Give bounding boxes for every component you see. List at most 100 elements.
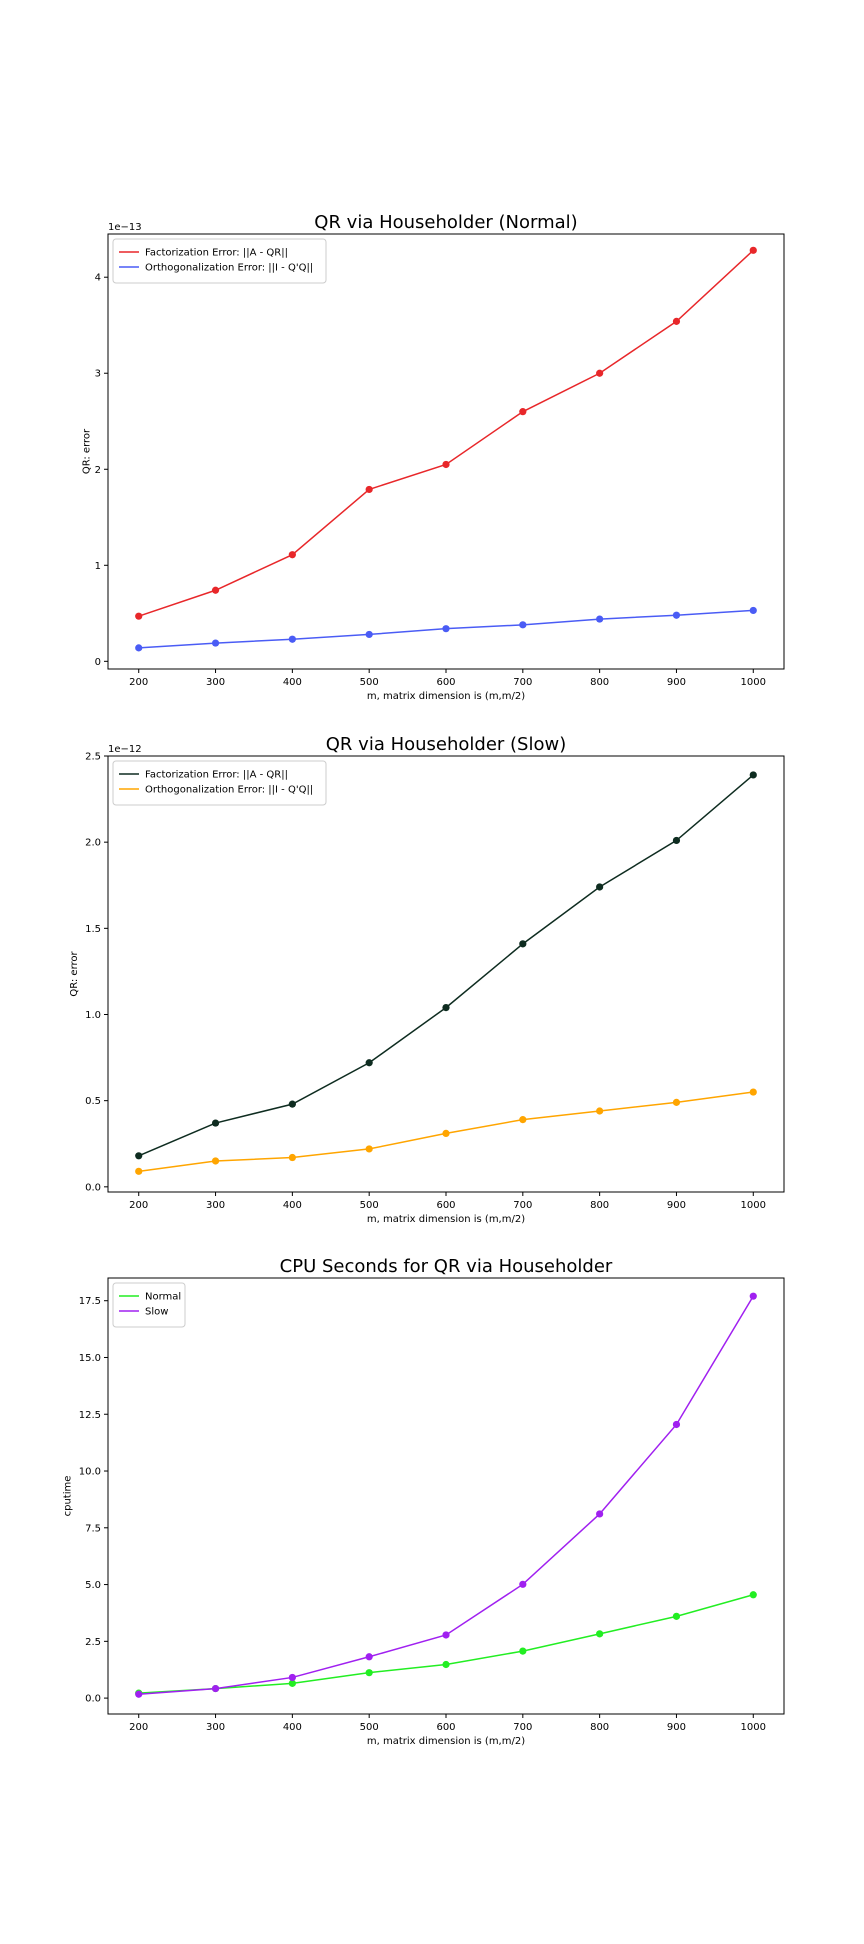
y-tick-label: 0.0 — [85, 1694, 101, 1705]
data-point — [749, 246, 757, 254]
x-axis-label: m, matrix dimension is (m,m/2) — [367, 1736, 525, 1747]
x-tick-label: 400 — [283, 1722, 302, 1733]
legend-box — [112, 760, 327, 806]
x-tick-label: 900 — [667, 1722, 686, 1733]
y-tick-label: 5.0 — [85, 1580, 101, 1591]
series-line-1 — [138, 1594, 754, 1694]
x-tick-label: 300 — [206, 677, 225, 688]
data-point — [672, 1420, 681, 1429]
data-point — [135, 644, 143, 652]
y-tick-label: 1.0 — [85, 1010, 101, 1021]
y-tick-label: 15.0 — [79, 1353, 101, 1364]
x-tick-label: 1000 — [741, 1200, 766, 1211]
data-point — [672, 1098, 681, 1106]
y-axis-label: cputime — [62, 1476, 73, 1517]
x-tick-label: 600 — [436, 1200, 455, 1211]
x-tick-label: 800 — [590, 1722, 609, 1733]
y-tick-label: 7.5 — [85, 1523, 101, 1534]
data-point — [442, 625, 450, 633]
chart-title: CPU Seconds for QR via Householder — [280, 1256, 613, 1277]
y-axis-label: QR: error — [82, 428, 93, 474]
y-tick-label: 17.5 — [79, 1296, 101, 1307]
y-tick-label: 10.0 — [79, 1467, 101, 1478]
legend-entry: Orthogonalization Error: ||I - Q'Q|| — [145, 263, 313, 274]
y-tick-label: 1 — [95, 561, 101, 572]
data-point — [519, 1580, 527, 1588]
y-tick-label: 2.5 — [85, 752, 101, 763]
x-tick-label: 800 — [590, 1200, 609, 1211]
data-point — [596, 369, 604, 377]
data-point — [365, 1653, 373, 1661]
x-tick-label: 500 — [360, 1722, 379, 1733]
x-tick-label: 800 — [590, 677, 609, 688]
plot-frame — [107, 233, 785, 670]
data-point — [211, 586, 220, 594]
data-point — [365, 630, 373, 639]
x-tick-label: 1000 — [741, 1722, 766, 1733]
data-point — [749, 1591, 757, 1599]
y-tick-label: 3 — [95, 369, 101, 380]
data-point — [596, 1107, 604, 1115]
data-point — [365, 1669, 373, 1677]
data-point — [519, 940, 527, 948]
x-tick-label: 400 — [283, 677, 302, 688]
x-tick-label: 700 — [513, 677, 532, 688]
x-tick-label: 600 — [436, 677, 455, 688]
x-tick-label: 700 — [513, 1200, 532, 1211]
y-tick-label: 12.5 — [79, 1410, 101, 1421]
y-tick-label: 4 — [95, 273, 101, 284]
x-tick-label: 300 — [206, 1722, 225, 1733]
chart-title: QR via Householder (Normal) — [314, 212, 577, 233]
data-point — [365, 1059, 373, 1067]
legend-entry: Factorization Error: ||A - QR|| — [145, 770, 288, 781]
data-point — [442, 1631, 450, 1639]
data-point — [519, 1647, 527, 1655]
series-line-1 — [138, 774, 754, 1157]
data-point — [749, 1292, 757, 1300]
data-point — [442, 1004, 450, 1012]
data-point — [442, 1660, 450, 1669]
data-point — [519, 621, 527, 629]
data-point — [135, 1690, 143, 1698]
data-point — [672, 836, 681, 845]
data-point — [672, 317, 681, 325]
data-point — [365, 1145, 373, 1153]
data-point — [596, 1510, 604, 1518]
data-point — [672, 1612, 681, 1620]
y-tick-label: 0 — [95, 657, 101, 668]
data-point — [519, 1116, 527, 1124]
x-axis-label: m, matrix dimension is (m,m/2) — [367, 1214, 525, 1225]
data-point — [519, 408, 527, 416]
data-point — [288, 1100, 296, 1108]
x-tick-label: 300 — [206, 1200, 225, 1211]
x-tick-label: 200 — [129, 677, 148, 688]
data-point — [749, 606, 757, 615]
data-point — [672, 611, 681, 619]
y-tick-label: 0.5 — [85, 1096, 101, 1107]
data-point — [365, 485, 373, 494]
plot-frame — [107, 755, 785, 1193]
data-point — [288, 1679, 296, 1687]
data-point — [596, 1630, 604, 1638]
data-point — [211, 1119, 220, 1127]
legend-entry: Orthogonalization Error: ||I - Q'Q|| — [145, 785, 313, 796]
y-offset-label: 1e−13 — [108, 222, 142, 233]
data-point — [596, 883, 604, 891]
data-point — [135, 612, 143, 620]
legend-entry: Factorization Error: ||A - QR|| — [145, 248, 288, 259]
x-tick-label: 400 — [283, 1200, 302, 1211]
chart-3: CPU Seconds for QR via Householder 200 300… — [62, 1256, 785, 1747]
series-line-1 — [138, 249, 754, 617]
chart-1: QR via Householder (Normal) 200 300 400 500 6… — [82, 212, 785, 702]
data-point — [288, 1153, 296, 1162]
data-point — [211, 1157, 220, 1165]
y-tick-label: 2.0 — [85, 838, 101, 849]
data-point — [211, 639, 220, 647]
legend-box — [112, 238, 327, 284]
chart-2: QR via Householder (Slow) 200 300 400 500 600… — [69, 734, 785, 1225]
x-tick-label: 200 — [129, 1722, 148, 1733]
y-tick-label: 2 — [95, 465, 101, 476]
data-point — [135, 1167, 143, 1175]
data-point — [288, 551, 296, 559]
